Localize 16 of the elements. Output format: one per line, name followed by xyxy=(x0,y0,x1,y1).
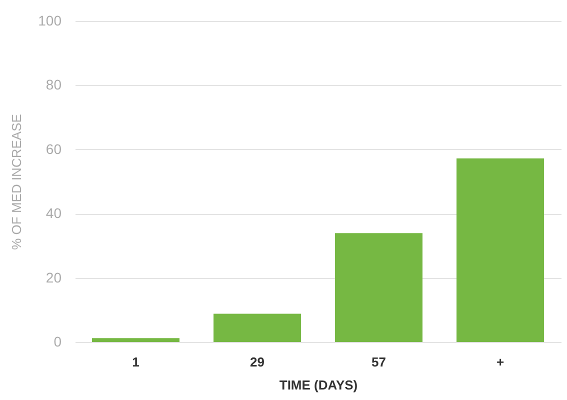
y-tick-label: 100 xyxy=(38,12,62,28)
x-axis-title: TIME (DAYS) xyxy=(279,378,358,392)
bar xyxy=(92,338,180,342)
y-tick-label: 40 xyxy=(46,205,62,222)
y-tick-label: 20 xyxy=(46,269,62,286)
bar xyxy=(214,314,301,342)
y-tick-label: 0 xyxy=(54,334,62,350)
bar xyxy=(456,158,544,342)
bar xyxy=(335,233,422,342)
x-tick-label: + xyxy=(496,354,504,370)
x-tick-label: 57 xyxy=(372,354,386,370)
y-axis-title: % OF MED INCREASE xyxy=(9,114,24,250)
y-tick-label: 80 xyxy=(46,76,62,93)
y-tick-label: 60 xyxy=(46,140,62,157)
x-tick-label: 29 xyxy=(250,354,264,370)
x-tick-label: 1 xyxy=(132,354,140,370)
